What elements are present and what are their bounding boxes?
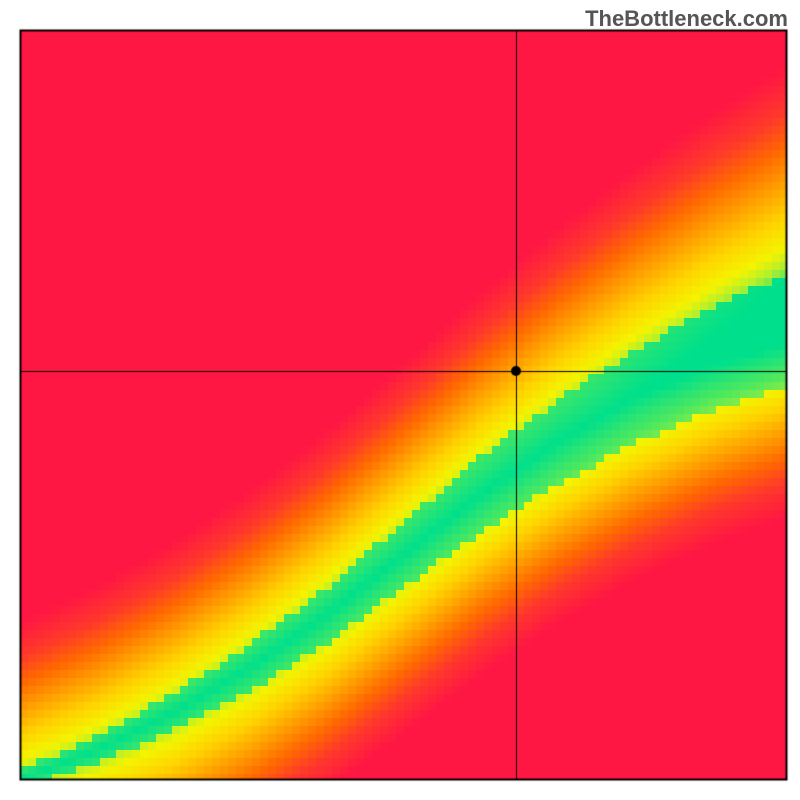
heatmap-canvas (0, 0, 800, 800)
watermark-text: TheBottleneck.com (585, 6, 788, 32)
chart-container: TheBottleneck.com (0, 0, 800, 800)
